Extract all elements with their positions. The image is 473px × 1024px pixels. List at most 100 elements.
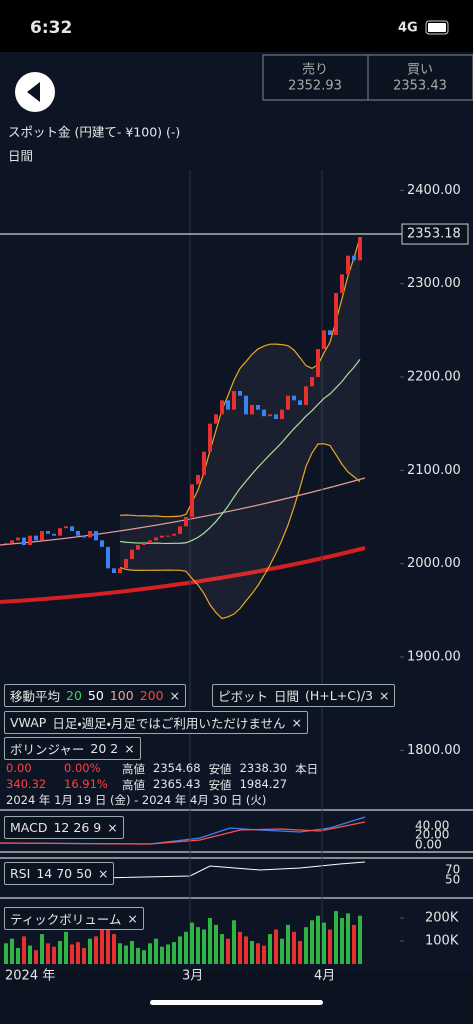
volume-bar — [292, 931, 296, 964]
candle — [328, 330, 332, 335]
candle — [160, 535, 164, 538]
ma-200 — [0, 546, 366, 604]
candle — [70, 526, 74, 531]
close[interactable]: × — [169, 688, 181, 703]
volume-bar — [190, 922, 194, 964]
candle — [118, 568, 122, 573]
candle — [178, 526, 182, 534]
high-label: 高値 — [122, 778, 145, 792]
sell-price: 2352.93 — [288, 79, 342, 94]
volume-bar — [178, 936, 182, 964]
volume-bar — [34, 950, 38, 964]
volume-bar — [256, 943, 260, 964]
volume-bar — [112, 934, 116, 964]
volume-bar — [250, 941, 254, 964]
y-tick-label: 1800.00 — [407, 743, 461, 758]
bollinger-legend[interactable]: ボリンジャー 20 2 × — [4, 737, 141, 760]
volume-legend[interactable]: ティックボリューム × — [4, 907, 144, 930]
macd-panel — [0, 809, 473, 853]
y-tick-label: 2400.00 — [407, 183, 461, 198]
back-arrow — [27, 82, 40, 102]
volume-bar — [142, 950, 146, 964]
label: 移動平均 — [10, 689, 61, 704]
formula: (H+L+C)/3 — [305, 688, 373, 703]
close[interactable]: × — [291, 715, 302, 730]
close[interactable]: × — [97, 866, 109, 881]
volume-bar — [316, 915, 320, 964]
volume-bar — [154, 938, 158, 964]
candle — [232, 391, 236, 410]
label: ピボット — [218, 689, 269, 704]
volume-bar — [352, 924, 356, 964]
volume-bar — [58, 941, 62, 964]
low: 2338.30 — [239, 761, 288, 775]
pivot-legend[interactable]: ピボット 日間 (H+L+C)/3 × — [212, 684, 396, 707]
volume-bar — [106, 924, 110, 964]
volume-tick-label: 200K — [425, 911, 459, 926]
macd-tick: 20.00 — [415, 828, 449, 842]
candle — [202, 451, 206, 475]
candle — [94, 531, 98, 541]
status-bar — [0, 0, 473, 52]
change: 340.32 — [6, 777, 47, 791]
candle — [346, 255, 350, 275]
params: 12 26 9 — [53, 820, 102, 835]
candle — [238, 391, 242, 396]
volume-bar — [124, 945, 128, 964]
candle — [4, 543, 8, 545]
period: 200 — [139, 688, 164, 703]
plot: 1800.001900.002000.002100.002200.002300.… — [0, 183, 469, 964]
candle — [340, 274, 344, 293]
close[interactable]: × — [107, 820, 118, 835]
interval: 日間 — [274, 689, 300, 704]
today: 本日 — [295, 762, 319, 776]
candle — [154, 537, 158, 541]
candle — [172, 533, 176, 536]
current-price-label: 2353.18 — [407, 227, 461, 242]
candle — [124, 559, 128, 569]
volume-bar — [196, 927, 200, 964]
candle — [196, 475, 200, 485]
volume-bar — [298, 941, 302, 964]
volume-bar — [166, 944, 170, 964]
volume-bar — [238, 931, 242, 964]
candle — [286, 395, 290, 410]
volume-bar — [136, 947, 140, 964]
candle — [184, 517, 188, 527]
label: RSI — [10, 866, 31, 881]
volume-bar — [322, 922, 326, 964]
candle — [310, 377, 314, 387]
period: 20 — [66, 688, 82, 703]
vwap-legend[interactable]: VWAP 日足・週足・月足ではご利用いただけません × — [4, 711, 308, 734]
close[interactable]: × — [379, 688, 390, 703]
range-text: 2024 年 1月 19 日 (金) - 2024 年 4月 30 日 (火) — [6, 793, 267, 807]
volume-bar — [280, 938, 284, 964]
close[interactable]: × — [127, 911, 138, 926]
candle — [52, 533, 56, 536]
macd-legend[interactable]: MACD 12 26 9 × — [4, 816, 124, 839]
label: ボリンジャー — [10, 742, 85, 757]
low: 1984.27 — [239, 777, 288, 791]
close[interactable]: × — [124, 741, 135, 756]
rsi-legend[interactable]: RSI 14 70 50 × — [4, 862, 115, 885]
candle — [28, 535, 32, 545]
volume-bar — [46, 943, 50, 964]
candle — [130, 549, 134, 559]
volume-bar — [286, 924, 290, 964]
candle — [322, 330, 326, 349]
high-label: 高値 — [122, 762, 145, 776]
period: 100 — [109, 688, 134, 703]
volume-bar — [88, 938, 92, 964]
candle — [274, 414, 278, 419]
buy-box[interactable] — [367, 54, 473, 101]
ma-legend[interactable]: 移動平均 20 50 100 200 × — [4, 684, 187, 707]
candle — [358, 237, 362, 261]
volume-tick-label: 100K — [425, 934, 459, 949]
volume-bar — [208, 918, 212, 964]
battery-level — [428, 23, 446, 32]
sell-box[interactable] — [262, 54, 369, 101]
candle — [88, 531, 92, 538]
volume-bar — [130, 941, 134, 964]
change-pct: 16.91% — [64, 777, 108, 791]
volume-bar — [64, 931, 68, 964]
